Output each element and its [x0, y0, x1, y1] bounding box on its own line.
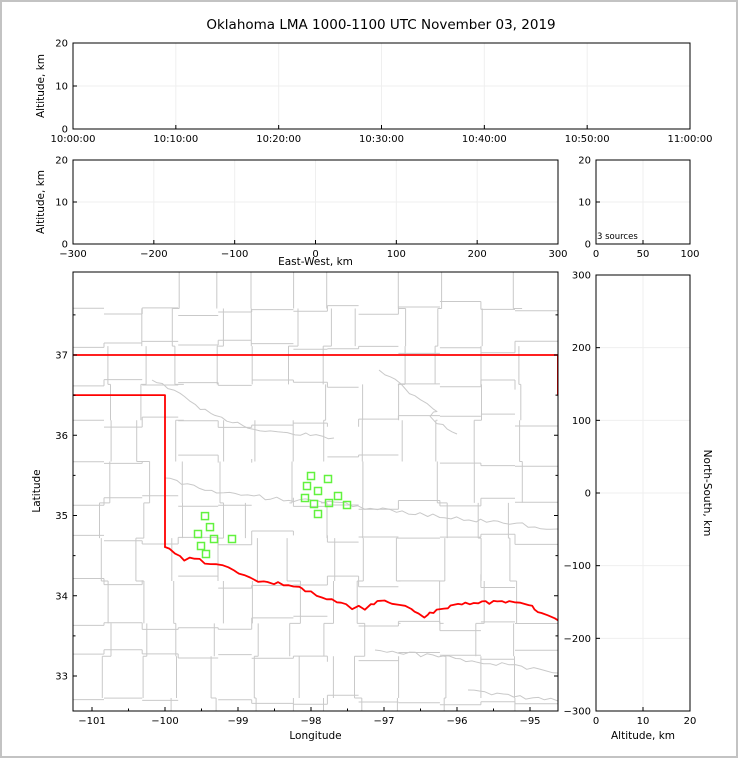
station-marker: [209, 534, 219, 544]
station-marker: [201, 549, 211, 559]
tick-label: 20: [578, 156, 591, 167]
tick-label: 20: [55, 39, 68, 50]
tick-label: 10: [55, 82, 68, 93]
county-boundary-lines: [73, 272, 558, 711]
ns-height-xlabel: Altitude, km: [611, 730, 675, 742]
tick-labels-layer: 10:00:00 10:10:00 10:20:00 10:30:00 10:40:00…: [51, 39, 713, 728]
tick-label: 0: [312, 249, 318, 260]
tick-label: 20: [55, 156, 68, 167]
tick-label: 0: [585, 240, 591, 251]
tick-label: −99: [227, 716, 248, 727]
plan-view-map-panel: [72, 271, 559, 712]
figure-title: Oklahoma LMA 1000-1100 UTC November 03, …: [206, 17, 555, 33]
ns-height-ylabel: North-South, km: [701, 450, 713, 537]
state-boundary-panhandle: [73, 394, 166, 548]
tick-label: 10:40:00: [462, 134, 507, 145]
station-marker: [227, 534, 237, 544]
tick-label: 300: [572, 271, 591, 282]
tick-label: 33: [55, 672, 68, 683]
axis-labels-layer: Oklahoma LMA 1000-1100 UTC November 03, …: [31, 17, 713, 742]
river-line: [467, 689, 558, 702]
river-line: [378, 369, 458, 435]
tick-label: 10: [578, 198, 591, 209]
tick-label: 100: [572, 416, 591, 427]
station-marker: [333, 491, 343, 501]
tick-label: 100: [680, 249, 699, 260]
tick-label: −300: [59, 249, 86, 260]
station-marker: [313, 509, 323, 519]
map-ylabel: Latitude: [31, 469, 43, 512]
time-height-ylabel: Altitude, km: [35, 54, 47, 118]
tick-label: 300: [548, 249, 567, 260]
station-marker: [193, 529, 203, 539]
tick-label: 34: [55, 591, 68, 602]
stations-layer: [193, 471, 352, 559]
tick-label: −100: [221, 249, 248, 260]
state-boundary-red-river: [164, 546, 558, 622]
tick-label: 0: [593, 249, 599, 260]
river-line: [374, 649, 558, 674]
station-marker: [323, 474, 333, 484]
station-marker: [342, 500, 352, 510]
tick-label: −300: [564, 707, 591, 718]
tick-label: −100: [151, 716, 178, 727]
tick-label: 10: [55, 198, 68, 209]
station-marker: [302, 481, 312, 491]
tick-label: −97: [373, 716, 394, 727]
tick-label: 100: [387, 249, 406, 260]
tick-marks-layer: [72, 42, 691, 712]
tick-label: −200: [140, 249, 167, 260]
tick-label: −100: [564, 561, 591, 572]
tick-label: 0: [62, 125, 68, 136]
tick-label: 37: [55, 351, 68, 362]
tick-label: −96: [446, 716, 467, 727]
tick-label: 10:20:00: [256, 134, 301, 145]
river-line: [151, 379, 335, 440]
sources-count-annotation: 3 sources: [597, 232, 638, 242]
tick-label: 10:00:00: [51, 134, 96, 145]
tick-label: −101: [78, 716, 105, 727]
tick-label: −98: [300, 716, 321, 727]
station-marker: [309, 499, 319, 509]
tick-label: 10: [637, 716, 650, 727]
tick-label: −200: [564, 634, 591, 645]
tick-label: 10:10:00: [153, 134, 198, 145]
tick-label: −95: [519, 716, 540, 727]
ew-height-ylabel: Altitude, km: [35, 170, 47, 234]
station-marker: [300, 493, 310, 503]
station-marker: [200, 511, 210, 521]
tick-label: 200: [572, 343, 591, 354]
station-marker: [196, 541, 206, 551]
tick-label: 10:50:00: [565, 134, 610, 145]
tick-label: 35: [55, 511, 68, 522]
station-marker: [205, 522, 215, 532]
station-marker: [324, 498, 334, 508]
station-marker: [313, 486, 323, 496]
station-marker: [306, 471, 316, 481]
river-line: [164, 477, 558, 530]
tick-label: 200: [468, 249, 487, 260]
tick-label: 0: [593, 716, 599, 727]
tick-label: 10:30:00: [359, 134, 404, 145]
tick-label: 0: [62, 240, 68, 251]
tick-label: 0: [585, 489, 591, 500]
tick-label: 11:00:00: [668, 134, 713, 145]
tick-label: 36: [55, 431, 68, 442]
tick-label: 20: [684, 716, 697, 727]
map-layer: [73, 272, 558, 711]
map-xlabel: Longitude: [289, 730, 341, 742]
ew-height-xlabel: East-West, km: [278, 256, 353, 268]
gridlines-layer: [73, 43, 690, 711]
tick-label: 50: [637, 249, 650, 260]
